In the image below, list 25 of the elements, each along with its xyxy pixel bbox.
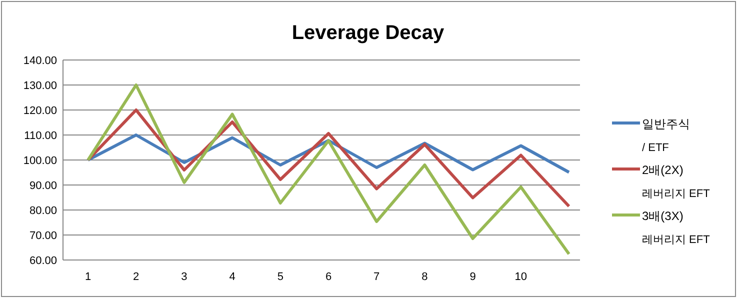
chart-title: Leverage Decay [292,22,446,44]
line-series [86,108,570,208]
y-tick-label: 80.00 [29,205,57,217]
x-tick-label: 9 [470,271,476,283]
y-tick-label: 100.00 [23,155,57,167]
y-tick-label: 140.00 [23,55,57,67]
line-series [86,84,570,256]
x-tick-label: 8 [422,271,428,283]
y-tick-label: 60.00 [29,255,57,267]
legend-label: 2배(2X) 레버리지 EFT [642,163,710,200]
legend-label: 3배(3X) 레버리지 EFT [642,209,710,246]
x-tick-label: 10 [514,271,528,283]
y-tick-label: 90.00 [29,180,57,192]
x-tick-label: 7 [374,271,380,283]
legend-label: 일반주식 / ETF [642,117,690,154]
x-tick-label: 3 [181,271,188,283]
x-tick-label: 6 [325,271,332,283]
y-tick-label: 70.00 [29,230,57,242]
x-tick-label: 1 [84,271,92,283]
x-tick-label: 4 [229,271,236,283]
x-tick-label: 2 [133,271,140,283]
y-tick-label: 130.00 [23,80,57,92]
y-tick-label: 120.00 [23,105,57,117]
x-tick-label: 5 [277,271,284,283]
y-tick-label: 110.00 [24,130,57,142]
